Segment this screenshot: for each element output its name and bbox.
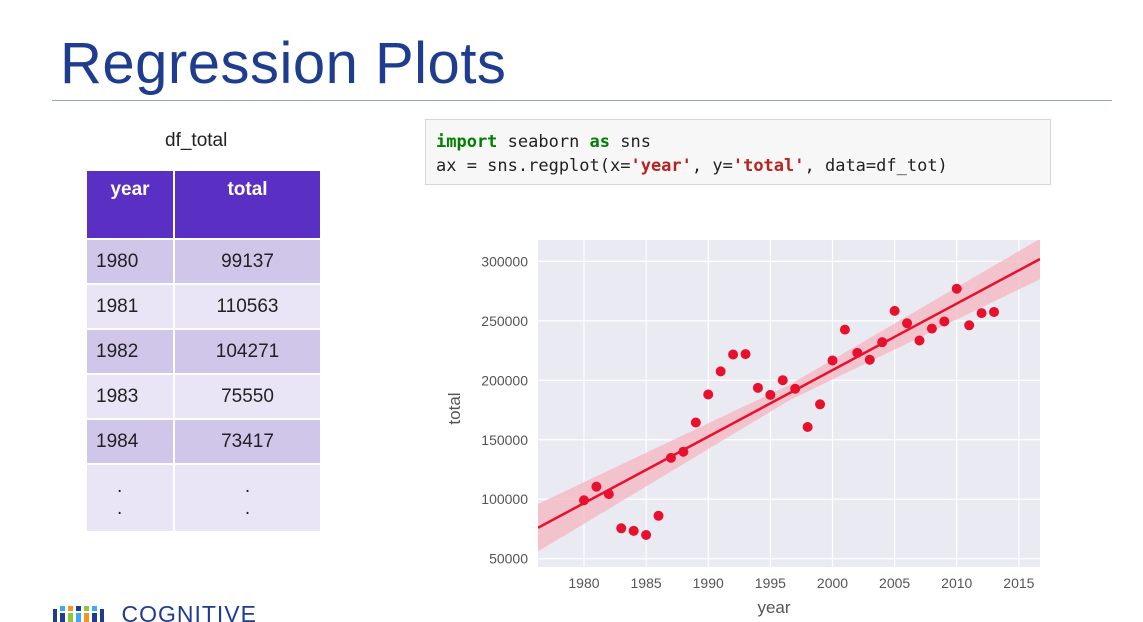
title-divider [52, 100, 1112, 101]
table-row: 1982 104271 [87, 328, 320, 374]
data-table: year total 1980 99137 1981 110563 1982 1… [87, 171, 320, 531]
data-point [989, 306, 1000, 317]
data-point [628, 525, 639, 536]
logo-mark-icon [53, 606, 104, 622]
y-tick-label: 100000 [481, 491, 528, 507]
y-tick-label: 300000 [481, 253, 528, 269]
data-point [926, 323, 937, 334]
data-point [603, 489, 614, 500]
y-tick-label: 150000 [481, 432, 528, 448]
ellipsis-dot: . [244, 476, 251, 497]
cell-total: 73417 [174, 418, 320, 464]
code-text: , data=df_tot) [804, 156, 948, 176]
code-line-1: import seaborn as sns [436, 130, 1050, 154]
code-text: ax = sns.regplot(x= [436, 156, 631, 176]
x-tick-label: 2015 [1003, 575, 1034, 591]
cell-year: 1984 [87, 418, 175, 464]
regression-line [538, 257, 1040, 529]
data-point [827, 355, 838, 366]
cell-year: 1981 [87, 283, 175, 329]
table-caption: df_total [165, 130, 228, 151]
data-point [951, 283, 962, 294]
cell-total: 110563 [174, 283, 320, 329]
data-point [740, 349, 751, 360]
data-point [815, 399, 826, 410]
slide-title: Regression Plots [60, 31, 507, 96]
ellipsis-cell: . . [174, 463, 320, 531]
data-point [777, 375, 788, 386]
regression-plot: 1980 1985 1990 1995 2000 2005 2010 2015 50000 100… [445, 240, 1040, 617]
code-keyword: as [589, 132, 611, 152]
cell-year: 1983 [87, 373, 175, 419]
y-tick-label: 50000 [489, 551, 528, 567]
data-point [653, 510, 664, 521]
confidence-band [538, 240, 1040, 552]
logo-text: COGNITIVE [121, 601, 257, 622]
x-tick-label: 2010 [941, 575, 972, 591]
code-keyword: import [436, 132, 498, 152]
data-point [790, 383, 801, 394]
data-point [765, 389, 776, 400]
data-point [703, 389, 714, 400]
ellipsis-dot: . [117, 498, 123, 519]
x-tick-label: 2005 [879, 575, 910, 591]
table-row: 1983 75550 [87, 373, 320, 419]
table-header-row: year total [87, 171, 320, 239]
cell-total: 99137 [174, 238, 320, 284]
column-header-total: total [174, 171, 320, 239]
table-row: 1981 110563 [87, 283, 320, 329]
data-point [690, 417, 701, 428]
data-point [889, 305, 900, 316]
x-tick-label: 2000 [817, 575, 848, 591]
data-point [752, 382, 763, 393]
code-text: sns [610, 132, 651, 152]
code-cell[interactable]: import seaborn as sns ax = sns.regplot(x=… [425, 119, 1051, 185]
x-tick-label: 1990 [693, 575, 724, 591]
data-point [864, 354, 875, 365]
data-point [578, 495, 589, 506]
x-tick-label: 1985 [631, 575, 662, 591]
data-point [802, 422, 813, 433]
x-tick-label: 1995 [755, 575, 786, 591]
data-point [641, 529, 652, 540]
y-axis-label: total [445, 392, 464, 424]
data-point [976, 308, 987, 319]
ellipsis-dot: . [117, 476, 123, 497]
y-tick-label: 200000 [481, 372, 528, 388]
code-string: 'year' [630, 156, 692, 176]
data-point [877, 337, 888, 348]
cell-year: 1982 [87, 328, 175, 374]
table-ellipsis-row: . . . . [87, 463, 320, 531]
data-point [939, 316, 950, 327]
data-point [839, 324, 850, 335]
code-text: , y= [691, 156, 733, 176]
data-point [914, 335, 925, 346]
x-tick-label: 1980 [568, 575, 599, 591]
cell-total: 75550 [174, 373, 320, 419]
data-point [715, 366, 726, 377]
plot-area [538, 240, 1040, 552]
ellipsis-dot: . [244, 498, 251, 519]
data-point [678, 446, 689, 457]
x-axis-label: year [757, 598, 790, 617]
data-point [591, 481, 602, 492]
data-point [902, 318, 913, 329]
data-point [665, 452, 676, 463]
cognitive-logo: COGNITIVE [52, 600, 257, 622]
cell-year: 1980 [87, 238, 175, 284]
y-tick-label: 250000 [481, 313, 528, 329]
data-point [852, 347, 863, 358]
code-string: 'total' [732, 156, 805, 176]
ellipsis-cell: . . [87, 463, 175, 531]
data-point [964, 320, 975, 331]
data-point [616, 523, 627, 534]
code-line-2: ax = sns.regplot(x='year', y='total', da… [436, 154, 1050, 178]
code-text: seaborn [497, 132, 590, 152]
column-header-year: year [87, 171, 175, 239]
cell-total: 104271 [174, 328, 320, 374]
data-point [728, 349, 739, 360]
table-row: 1980 99137 [87, 238, 320, 284]
table-row: 1984 73417 [87, 418, 320, 464]
